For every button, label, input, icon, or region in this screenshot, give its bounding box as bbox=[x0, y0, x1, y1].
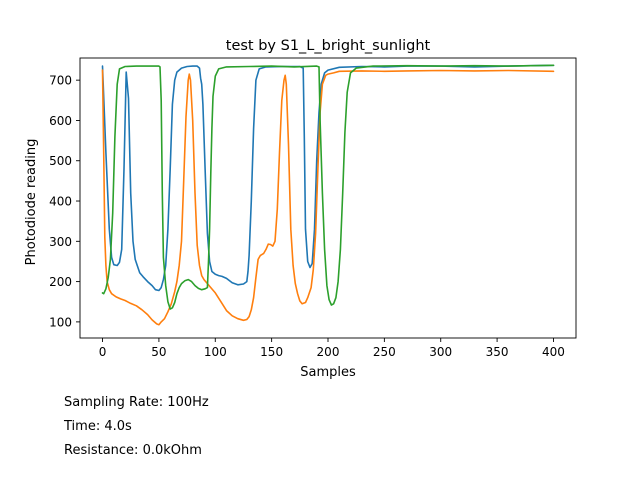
chart-title: test by S1_L_bright_sunlight bbox=[226, 38, 431, 54]
x-tick-label: 250 bbox=[373, 345, 396, 359]
x-tick-label: 400 bbox=[542, 345, 565, 359]
y-tick-label: 100 bbox=[49, 315, 72, 329]
x-tick-label: 100 bbox=[204, 345, 227, 359]
y-axis: 100 200 300 400 500 600 700 bbox=[49, 74, 80, 329]
y-tick-label: 500 bbox=[49, 154, 72, 168]
x-axis: 0 50 100 150 200 250 300 350 400 bbox=[99, 338, 565, 359]
resistance-text: Resistance: 0.0kOhm bbox=[64, 443, 202, 458]
y-tick-label: 200 bbox=[49, 275, 72, 289]
y-tick-label: 400 bbox=[49, 195, 72, 209]
plot-area bbox=[101, 64, 555, 326]
y-axis-label: Photodiode reading bbox=[24, 139, 39, 266]
series-line-2 bbox=[101, 64, 555, 310]
series-line-0 bbox=[101, 64, 555, 292]
series-line-1 bbox=[101, 69, 555, 326]
x-tick-label: 150 bbox=[260, 345, 283, 359]
y-tick-label: 300 bbox=[49, 235, 72, 249]
time-text: Time: 4.0s bbox=[64, 419, 132, 434]
x-tick-label: 0 bbox=[99, 345, 107, 359]
x-tick-label: 350 bbox=[486, 345, 509, 359]
x-tick-label: 300 bbox=[429, 345, 452, 359]
x-tick-label: 50 bbox=[151, 345, 166, 359]
y-tick-label: 600 bbox=[49, 114, 72, 128]
y-tick-label: 700 bbox=[49, 74, 72, 88]
sampling-rate-text: Sampling Rate: 100Hz bbox=[64, 395, 209, 410]
x-tick-label: 200 bbox=[317, 345, 340, 359]
x-axis-label: Samples bbox=[300, 365, 356, 380]
